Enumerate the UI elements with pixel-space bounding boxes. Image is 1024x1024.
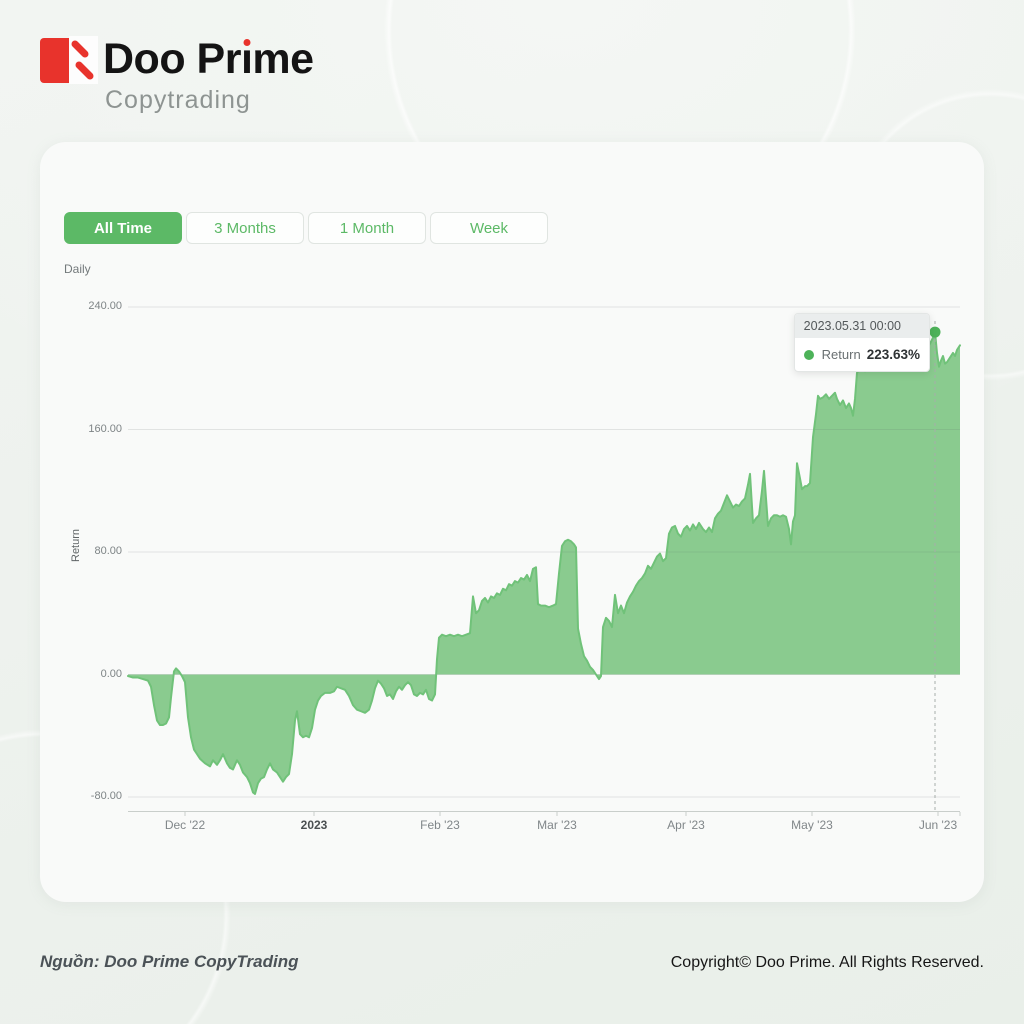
y-tick-label: 80.00 (94, 545, 122, 557)
y-tick-label: 160.00 (88, 422, 122, 435)
brand-i-dot (243, 39, 251, 46)
filter-week[interactable]: Week (430, 212, 548, 244)
return-line (127, 331, 961, 795)
chart-tooltip: 2023.05.31 00:00 Return 223.63% (793, 313, 930, 372)
y-axis-title: Return (70, 528, 82, 562)
tooltip-value: 223.63% (866, 347, 920, 362)
filter-3-months[interactable]: 3 Months (186, 212, 304, 244)
chart-plot-area[interactable] (127, 306, 961, 819)
copyright-text: Copyright© Doo Prime. All Rights Reserve… (670, 954, 984, 971)
x-tick-label: 2023 (300, 818, 328, 832)
header: Doo Prı me Copytrading (40, 36, 314, 115)
hover-marker-dot (929, 326, 941, 338)
tooltip-date: 2023.05.31 00:00 (794, 314, 929, 338)
frequency-label: Daily (64, 262, 91, 276)
return-chart: Dec '22 2023 Feb '23 Mar '23 Apr '23 May '23 J… (127, 306, 961, 867)
x-tick-label: Feb '23 (420, 818, 460, 832)
chart-card: All Time 3 Months 1 Month Week Daily 240… (40, 142, 984, 902)
x-tick-label: Dec '22 (164, 818, 206, 832)
filter-1-month[interactable]: 1 Month (308, 212, 426, 244)
return-area (128, 332, 960, 794)
x-tick-label: Mar '23 (537, 818, 577, 832)
doo-prime-logo-icon (40, 36, 98, 84)
x-tick-label: Apr '23 (667, 818, 705, 832)
y-axis-labels: 240.00 160.00 80.00 0.00 -80.00 (54, 300, 122, 812)
y-tick-label: 0.00 (100, 667, 122, 680)
time-filter-group: All Time 3 Months 1 Month Week (64, 212, 548, 244)
brand-subtitle: Copytrading (105, 86, 251, 114)
brand-name: Doo Prı me (103, 35, 314, 83)
y-tick-label: -80.00 (90, 790, 122, 802)
x-tick-label: May '23 (791, 818, 833, 832)
y-tick-label: 240.00 (88, 300, 122, 312)
filter-all-time[interactable]: All Time (64, 212, 182, 244)
doo-prime-logo: Doo Prı me (40, 36, 314, 84)
return-series-dot-icon (803, 349, 814, 360)
tooltip-body: Return 223.63% (795, 338, 929, 371)
x-tick-label: Jun '23 (918, 818, 958, 832)
tooltip-series-label: Return (821, 347, 861, 362)
source-note: Nguồn: Doo Prime CopyTrading (40, 952, 299, 971)
